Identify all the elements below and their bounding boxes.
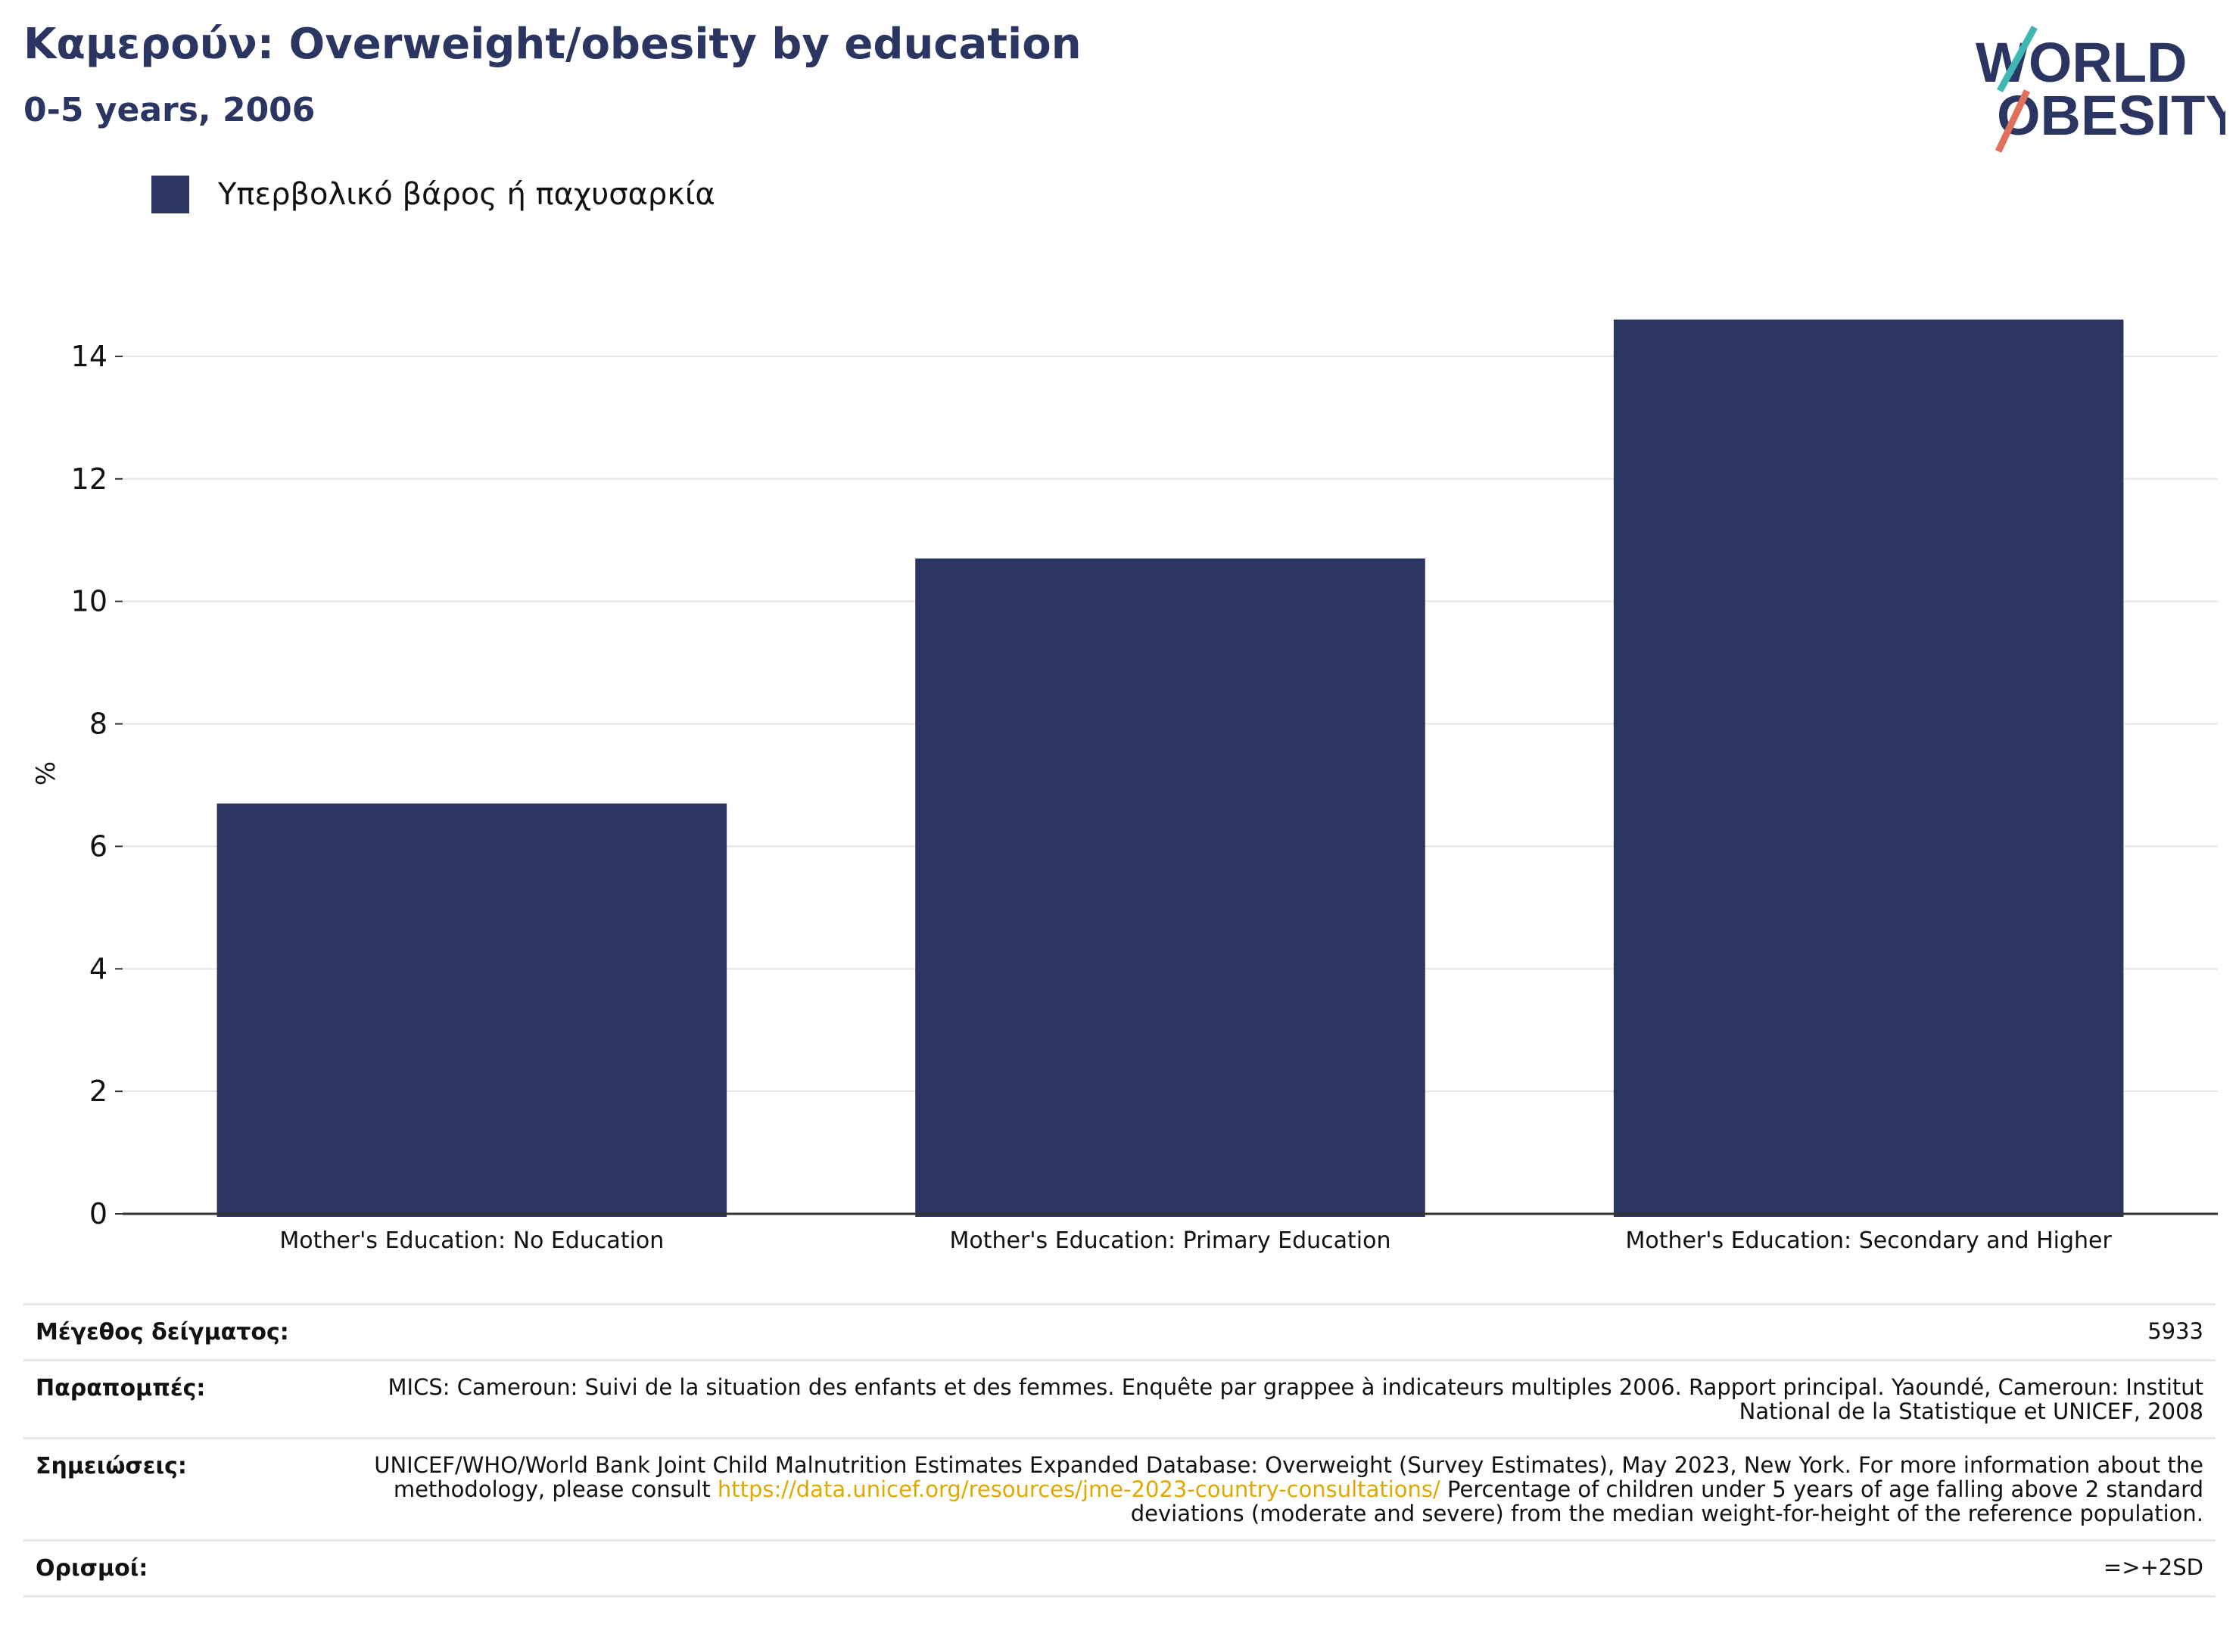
- notes-label: Σημειώσεις:: [36, 1453, 187, 1479]
- y-tick-label: 2: [89, 1075, 107, 1108]
- legend-label: Υπερβολικό βάρος ή παχυσαρκία: [218, 177, 715, 212]
- references-value: MICS: Cameroun: Suivi de la situation de…: [388, 1374, 2203, 1424]
- bar: [1613, 319, 2124, 1218]
- y-tick-label: 12: [71, 462, 107, 496]
- definitions-row: Ορισμοί: =>+2SD: [23, 1539, 2216, 1598]
- x-tick-label: Mother's Education: No Education: [279, 1227, 664, 1254]
- references-row: Παραπομπές: MICS: Cameroun: Suivi de la …: [23, 1359, 2216, 1437]
- legend-swatch: [151, 176, 189, 213]
- bar: [915, 558, 1425, 1217]
- sample-size-label: Μέγεθος δείγματος:: [36, 1319, 289, 1346]
- notes-text-after: Percentage of children under 5 years of …: [1130, 1476, 2203, 1526]
- notes-row: Σημειώσεις: UNICEF/WHO/World Bank Joint …: [23, 1437, 2216, 1539]
- y-tick-label: 4: [89, 952, 107, 985]
- y-axis-label: %: [31, 761, 61, 786]
- legend: Υπερβολικό βάρος ή παχυσαρκία: [151, 176, 715, 213]
- metadata-table: Μέγεθος δείγματος: 5933 Παραπομπές: MICS…: [23, 1303, 2216, 1598]
- y-tick-label: 6: [89, 829, 107, 863]
- x-tick-label: Mother's Education: Primary Education: [949, 1227, 1390, 1254]
- definitions-value: =>+2SD: [2103, 1554, 2203, 1580]
- y-tick-label: 0: [89, 1197, 107, 1230]
- chart-subtitle: 0-5 years, 2006: [23, 91, 316, 129]
- svg-text:WORLD: WORLD: [1976, 31, 2188, 94]
- svg-text:OBESITY: OBESITY: [1997, 84, 2225, 147]
- sample-size-value: 5933: [2147, 1318, 2203, 1344]
- notes-link[interactable]: https://data.unicef.org/resources/jme-20…: [717, 1476, 1440, 1502]
- x-tick-label: Mother's Education: Secondary and Higher: [1625, 1227, 2112, 1254]
- notes-value: UNICEF/WHO/World Bank Joint Child Malnut…: [353, 1453, 2203, 1526]
- y-tick-label: 8: [89, 708, 107, 741]
- bar: [216, 803, 727, 1217]
- definitions-label: Ορισμοί:: [36, 1555, 148, 1582]
- bar-chart: 0 2 4 6 8 10 12 14 Mother's Education: No Educa…: [31, 319, 2218, 1254]
- references-label: Παραπομπές:: [36, 1375, 206, 1402]
- world-obesity-logo: WORLD OBESITY: [1976, 25, 2225, 153]
- y-tick-label: 10: [71, 585, 107, 618]
- notes-text-before: UNICEF/WHO/World Bank Joint Child Malnut…: [374, 1452, 2203, 1502]
- chart-title: Καμερούν: Overweight/obesity by educatio…: [23, 20, 1082, 69]
- sample-size-row: Μέγεθος δείγματος: 5933: [23, 1303, 2216, 1359]
- y-tick-label: 14: [71, 340, 107, 373]
